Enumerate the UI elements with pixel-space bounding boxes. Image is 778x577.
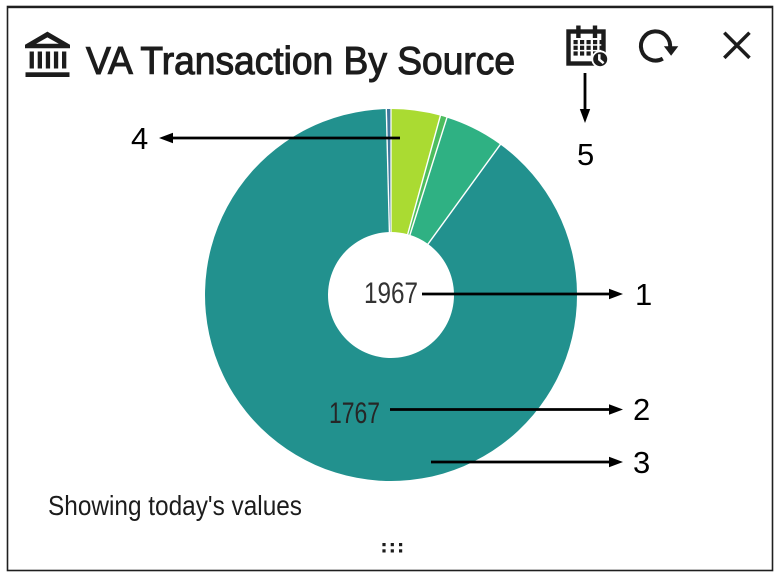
svg-text:1767: 1767 <box>329 397 380 430</box>
svg-text:1967: 1967 <box>364 277 418 310</box>
svg-text:5: 5 <box>577 137 594 172</box>
svg-text:3: 3 <box>633 445 650 480</box>
svg-text:2: 2 <box>633 392 650 427</box>
svg-text:1: 1 <box>635 277 652 312</box>
svg-text:VA Transaction By Source: VA Transaction By Source <box>86 40 515 83</box>
svg-text:4: 4 <box>131 121 148 156</box>
svg-text:Showing today's values: Showing today's values <box>48 490 302 521</box>
